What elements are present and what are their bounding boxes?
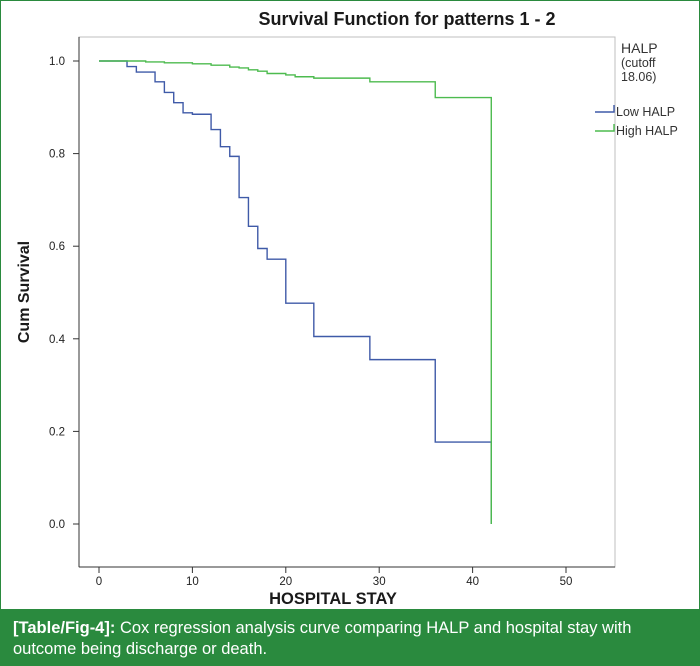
x-tick-label: 50 (560, 576, 573, 588)
chart-title: Survival Function for patterns 1 - 2 (258, 9, 555, 29)
axes: 0.0 0.2 0.4 0.6 0.8 1.0 0 10 20 30 40 50 (49, 37, 615, 588)
legend-title-line: HALP (621, 40, 658, 56)
x-tick-label: 0 (96, 576, 102, 588)
series-group (99, 60, 492, 524)
plot-area (78, 36, 616, 568)
figure-caption: [Table/Fig-4]: Cox regression analysis c… (1, 609, 699, 665)
legend-label-low-halp: Low HALP (616, 105, 675, 119)
legend-swatch-low-halp (595, 105, 615, 113)
caption-text: Cox regression analysis curve comparing … (13, 619, 632, 658)
legend-swatch-high-halp (595, 124, 615, 132)
y-tick-label: 0.8 (49, 149, 65, 161)
survival-chart: Survival Function for patterns 1 - 2 0.0… (16, 9, 678, 608)
x-tick-label: 10 (186, 576, 199, 588)
y-tick-label: 0.0 (49, 519, 65, 531)
x-tick-label: 20 (279, 576, 292, 588)
series-line-low-halp (99, 60, 492, 524)
series-line-high-halp (99, 60, 492, 524)
legend-title-line: (cutoff (621, 56, 656, 70)
y-tick-label: 1.0 (49, 56, 65, 68)
chart-area: Survival Function for patterns 1 - 2 0.0… (1, 1, 699, 609)
y-tick-label: 0.6 (49, 241, 65, 253)
legend-label-high-halp: High HALP (616, 124, 678, 138)
legend-title-line: 18.06) (621, 70, 656, 84)
x-axis-label: HOSPITAL STAY (269, 590, 397, 608)
caption-label: [Table/Fig-4]: (13, 619, 116, 637)
y-axis-label: Cum Survival (16, 241, 33, 343)
y-tick-label: 0.4 (49, 334, 66, 346)
x-tick-label: 30 (373, 576, 386, 588)
y-tick-label: 0.2 (49, 426, 65, 438)
x-tick-label: 40 (466, 576, 479, 588)
